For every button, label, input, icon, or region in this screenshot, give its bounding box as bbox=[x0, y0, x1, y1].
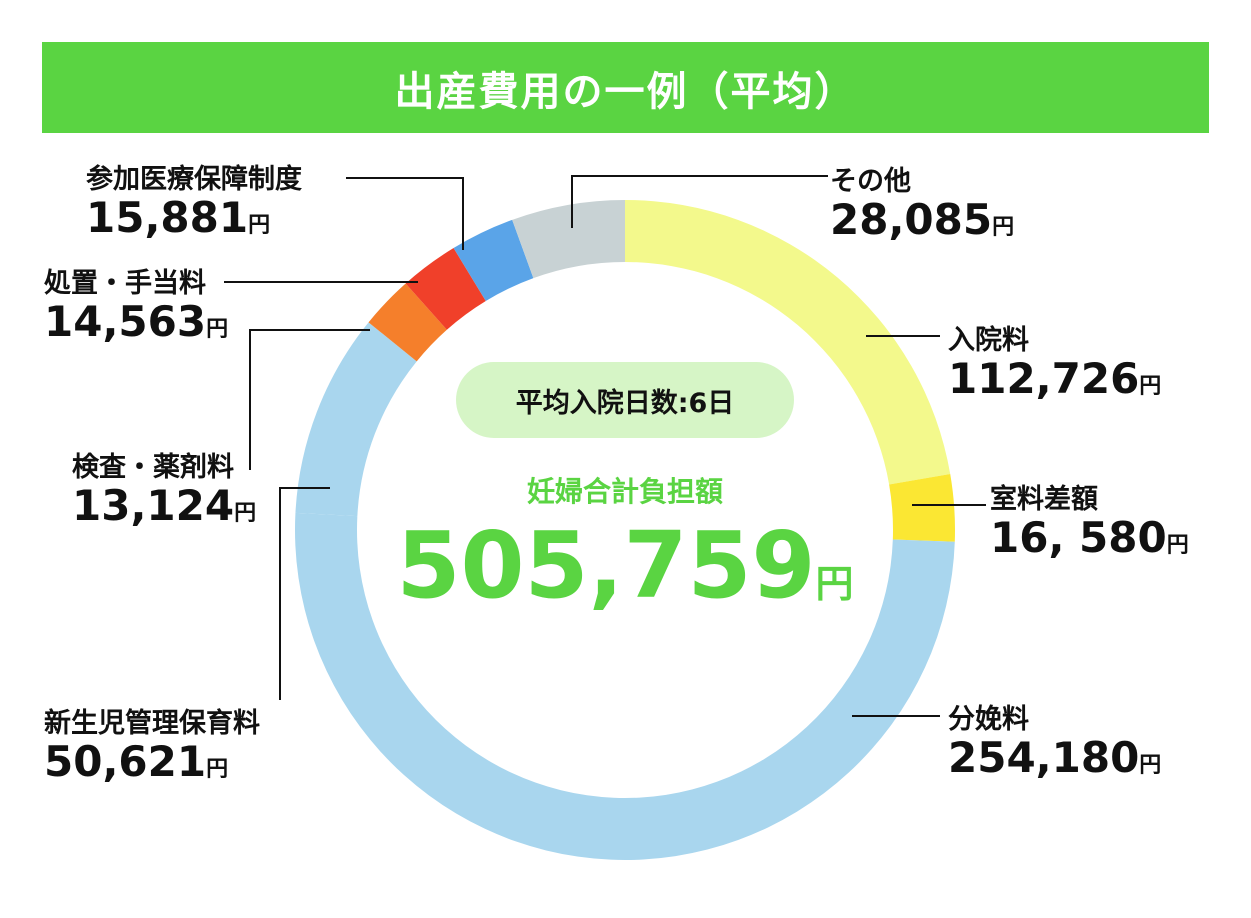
label-hospitalization: 入院料 112,726円 bbox=[948, 327, 1161, 400]
label-other: その他 28,085円 bbox=[830, 168, 1014, 241]
slice-value: 16, 580円 bbox=[990, 513, 1189, 562]
label-insurance-system: 参加医療保障制度 15,881円 bbox=[86, 166, 302, 239]
slice-value: 254,180円 bbox=[948, 733, 1162, 782]
leader-line-other bbox=[571, 175, 828, 228]
slice-delivery bbox=[295, 512, 955, 860]
label-delivery: 分娩料 254,180円 bbox=[948, 706, 1161, 779]
slice-insurance-system bbox=[453, 219, 534, 301]
slice-label: 入院料 bbox=[948, 325, 1029, 356]
slice-tests-medicine bbox=[368, 283, 447, 362]
chart-title: 出産費用の一例（平均） bbox=[394, 68, 857, 115]
slice-label: 分娩料 bbox=[948, 704, 1029, 735]
slice-label: 新生児管理保育料 bbox=[44, 708, 260, 739]
slice-other bbox=[512, 200, 625, 279]
total-amount: 505,759円 bbox=[380, 520, 870, 612]
total-unit: 円 bbox=[815, 562, 854, 606]
label-room-difference: 室料差額 16, 580円 bbox=[990, 486, 1189, 559]
slice-room-difference bbox=[889, 474, 956, 542]
slice-value: 14,563円 bbox=[44, 297, 229, 346]
slice-label: 検査・薬剤料 bbox=[72, 452, 234, 483]
label-treatment: 処置・手当料 14,563円 bbox=[44, 270, 228, 343]
slice-newborn-care bbox=[295, 322, 417, 517]
slice-value: 112,726円 bbox=[948, 354, 1162, 403]
slice-label: 室料差額 bbox=[990, 484, 1098, 515]
label-newborn-care: 新生児管理保育料 50,621円 bbox=[44, 710, 260, 783]
slice-treatment bbox=[405, 248, 486, 330]
title-banner: 出産費用の一例（平均） bbox=[42, 42, 1209, 133]
total-label: 妊婦合計負担額 bbox=[526, 475, 723, 508]
total-value: 505,759 bbox=[396, 512, 816, 619]
slice-label: 処置・手当料 bbox=[44, 268, 206, 299]
slice-hospitalization bbox=[625, 200, 951, 485]
slice-value: 50,621円 bbox=[44, 737, 229, 786]
slice-label: 参加医療保障制度 bbox=[86, 164, 302, 195]
slice-value: 13,124円 bbox=[72, 481, 257, 530]
leader-line-insurance-system bbox=[346, 177, 464, 250]
slice-label: その他 bbox=[830, 166, 911, 197]
slice-value: 15,881円 bbox=[86, 193, 271, 242]
slice-value: 28,085円 bbox=[830, 195, 1015, 244]
label-tests-medicine: 検査・薬剤料 13,124円 bbox=[72, 454, 256, 527]
leader-line-tests-medicine bbox=[249, 329, 370, 470]
avg-days-badge: 平均入院日数:6日 bbox=[456, 362, 794, 438]
leader-line-newborn-care bbox=[279, 487, 330, 700]
